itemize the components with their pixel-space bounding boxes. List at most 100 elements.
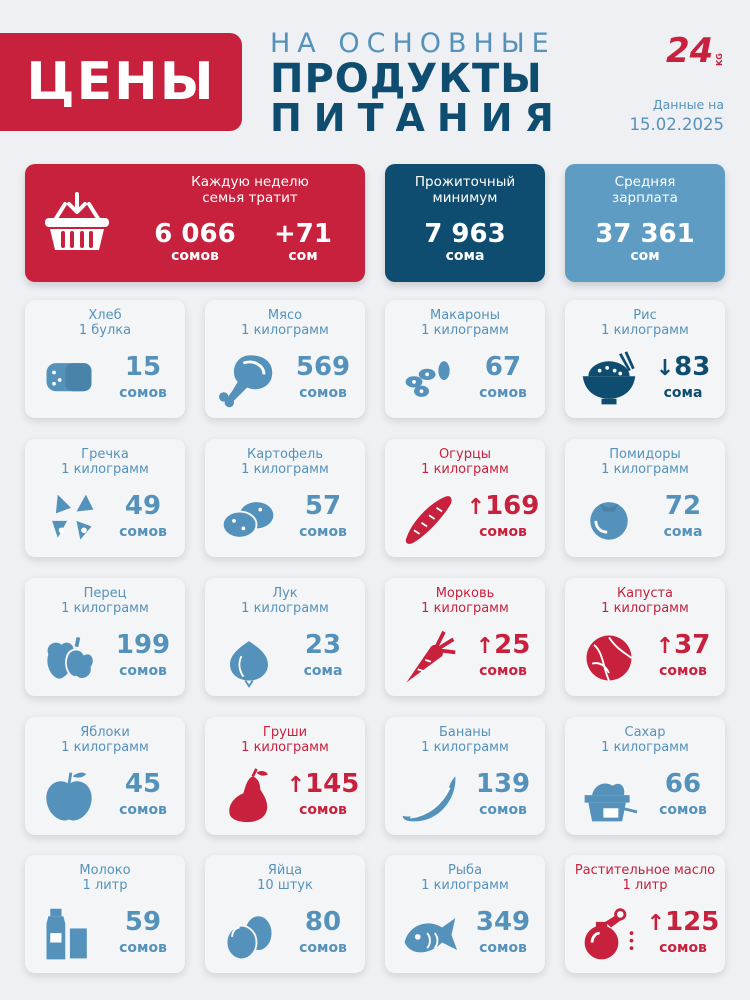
svg-text:KG: KG xyxy=(715,53,724,66)
product-unit: сомов xyxy=(119,940,167,956)
product-name: Морковь xyxy=(435,586,495,601)
product-name: Огурцы xyxy=(438,447,492,462)
onion-icon xyxy=(230,631,268,688)
product-quantity: 1 килограмм xyxy=(241,740,329,755)
product-quantity: 1 килограмм xyxy=(241,462,329,477)
product-card: Помидоры 1 килограмм 72 сома xyxy=(565,439,725,557)
product-unit: сомов xyxy=(479,385,527,401)
product-price-row: 15 xyxy=(103,352,183,382)
product-price: 59 xyxy=(124,907,162,937)
product-unit: сомов xyxy=(479,663,527,679)
product-price-row: 139 xyxy=(463,769,543,799)
product-quantity: 1 литр xyxy=(622,878,668,893)
product-name: Сахар xyxy=(624,725,666,740)
product-name: Яйца xyxy=(267,863,303,878)
rice-icon xyxy=(582,351,636,405)
product-price-row: 59 xyxy=(103,907,183,937)
product-price: 139 xyxy=(475,769,531,799)
product-price-row: ↓83 xyxy=(643,352,723,384)
fish-icon xyxy=(404,918,458,953)
product-unit: сомов xyxy=(659,940,707,956)
trend-up-icon: ↑ xyxy=(466,495,486,520)
product-price-row: ↑145 xyxy=(283,769,363,801)
carrot-icon xyxy=(406,630,456,683)
product-price: 145 xyxy=(305,769,360,799)
product-quantity: 1 килограмм xyxy=(421,740,509,755)
basket-icon xyxy=(45,192,109,250)
milk-icon xyxy=(46,908,89,961)
oil-icon xyxy=(584,908,634,960)
pepper-icon xyxy=(47,637,95,680)
product-unit: сомов xyxy=(659,802,707,818)
product-unit: сомов xyxy=(479,802,527,818)
product-price-row: 66 xyxy=(643,769,723,799)
product-card: Гречка 1 килограмм 49 сомов xyxy=(25,439,185,557)
product-card: Хлеб 1 булка 15 сомов xyxy=(25,300,185,418)
weekly-caption-1: Каждую неделю xyxy=(191,174,309,190)
product-price: 37 xyxy=(674,630,711,660)
product-price-row: 49 xyxy=(103,491,183,521)
tomato-icon xyxy=(590,502,628,540)
product-name: Рыба xyxy=(447,863,483,878)
product-price-row: 349 xyxy=(463,907,543,937)
weekly-spend-card: Каждую неделю семья тратит 6 066 сомов +… xyxy=(25,164,365,282)
salary-unit: сом xyxy=(630,248,660,264)
product-price-row: 57 xyxy=(283,491,363,521)
eggs-icon xyxy=(225,916,272,961)
trend-down-icon: ↓ xyxy=(655,356,675,381)
product-card: Капуста 1 килограмм ↑37 сомов xyxy=(565,578,725,696)
salary-caption-2: зарплата xyxy=(612,190,678,206)
product-price: 66 xyxy=(664,769,702,799)
product-unit: сома xyxy=(663,524,703,540)
product-name: Капуста xyxy=(616,586,674,601)
title-banner: ЦЕНЫ xyxy=(0,33,242,131)
product-unit: сомов xyxy=(299,385,347,401)
cabbage-icon xyxy=(586,635,633,681)
banana-icon xyxy=(402,776,456,822)
minimum-caption-1: Прожиточный xyxy=(414,174,516,190)
product-name: Мясо xyxy=(267,308,303,323)
product-price: 23 xyxy=(304,630,342,660)
product-quantity: 10 штук xyxy=(257,878,313,893)
product-name: Молоко xyxy=(79,863,131,878)
product-unit: сомов xyxy=(119,385,167,401)
product-unit: сомов xyxy=(299,802,347,818)
page-title: ЦЕНЫ xyxy=(26,52,216,112)
product-price-row: 80 xyxy=(283,907,363,937)
date-label: Данные на xyxy=(652,97,724,112)
product-card: Перец 1 килограмм 199 сомов xyxy=(25,578,185,696)
pasta-icon xyxy=(405,361,450,397)
product-quantity: 1 килограмм xyxy=(61,740,149,755)
product-unit: сомов xyxy=(659,663,707,679)
product-name: Хлеб xyxy=(88,308,122,323)
product-quantity: 1 килограмм xyxy=(241,323,329,338)
buckwheat-icon xyxy=(52,494,94,540)
product-unit: сомов xyxy=(119,524,167,540)
salary-value: 37 361 xyxy=(595,219,695,249)
product-quantity: 1 килограмм xyxy=(601,462,689,477)
product-name: Лук xyxy=(272,586,298,601)
product-price: 49 xyxy=(124,491,162,521)
product-quantity: 1 булка xyxy=(78,323,132,338)
weekly-delta-unit: сом xyxy=(288,248,318,264)
weekly-unit: сомов xyxy=(171,248,219,264)
product-price: 169 xyxy=(485,491,540,521)
product-name: Макароны xyxy=(430,308,500,323)
product-unit: сомов xyxy=(299,940,347,956)
product-quantity: 1 килограмм xyxy=(421,601,509,616)
product-card: Яйца 10 штук 80 сомов xyxy=(205,855,365,973)
product-price: 199 xyxy=(115,630,171,660)
product-price-row: 23 xyxy=(283,630,363,660)
bread-icon xyxy=(46,363,92,392)
product-price-row: ↑125 xyxy=(643,907,723,939)
product-price-row: 72 xyxy=(643,491,723,521)
product-name: Картофель xyxy=(246,447,324,462)
product-card: Растительное масло 1 литр ↑125 сомов xyxy=(565,855,725,973)
sugar-icon xyxy=(584,783,638,822)
product-unit: сомов xyxy=(119,663,167,679)
trend-up-icon: ↑ xyxy=(655,634,675,659)
date-value: 15.02.2025 xyxy=(629,115,724,134)
product-quantity: 1 килограмм xyxy=(61,601,149,616)
apple-icon xyxy=(46,772,92,821)
average-salary-card: Средняя зарплата 37 361 сом xyxy=(565,164,725,282)
